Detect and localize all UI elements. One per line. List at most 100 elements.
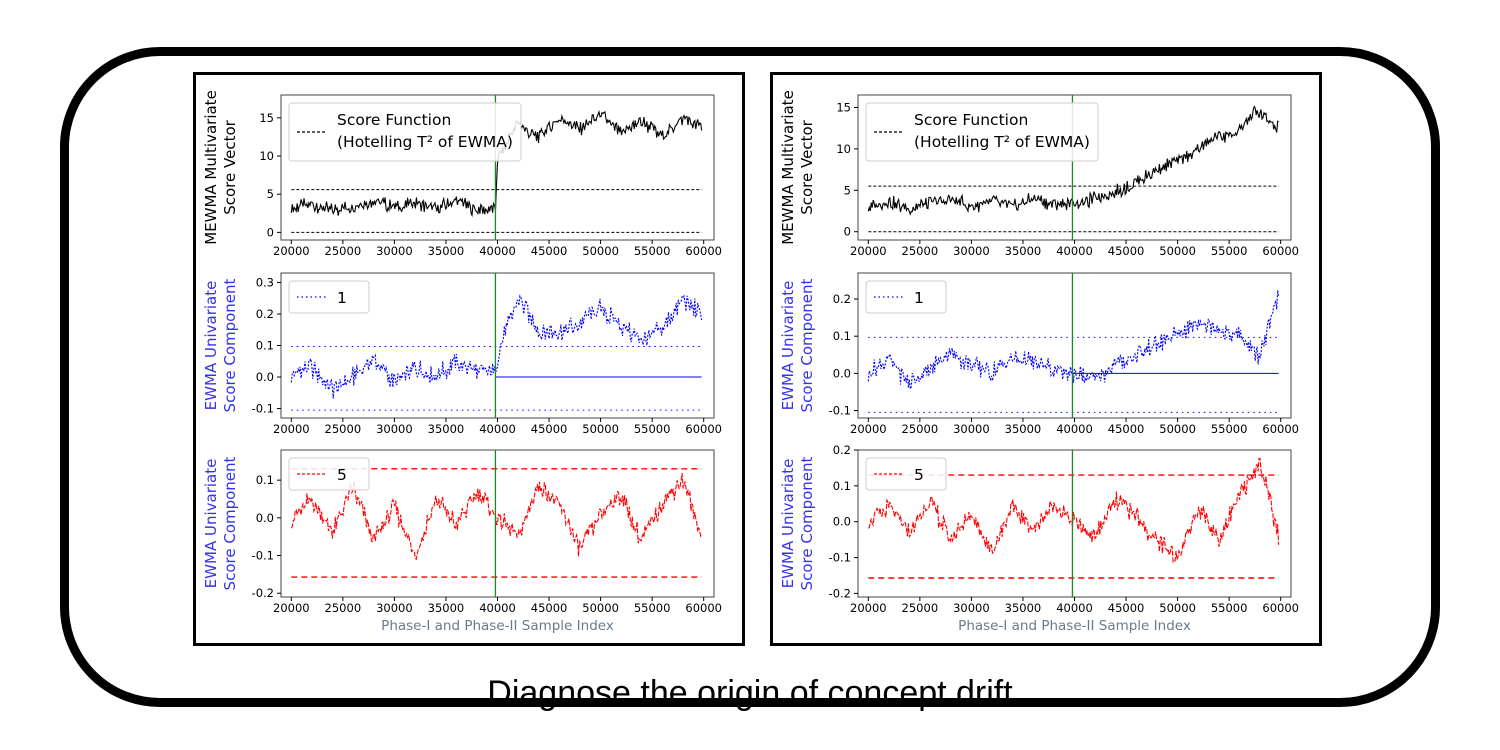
x-tick-label: 25000 xyxy=(902,422,939,436)
legend-box xyxy=(288,102,522,162)
x-tick-label: 20000 xyxy=(273,244,310,258)
x-tick-label: 60000 xyxy=(685,601,722,615)
y-tick-label: -0.1 xyxy=(252,402,274,416)
x-tick-label: 50000 xyxy=(582,244,619,258)
y-tick-label: -0.2 xyxy=(252,586,274,600)
y-tick-label: 15 xyxy=(259,111,274,125)
x-tick-label: 20000 xyxy=(850,422,887,436)
y-tick-label: 0 xyxy=(844,225,851,239)
x-tick-label: 25000 xyxy=(325,422,362,436)
x-tick-label: 45000 xyxy=(531,244,568,258)
y-tick-label: 0.1 xyxy=(256,339,274,353)
x-tick-label: 55000 xyxy=(1211,244,1248,258)
y-axis-label: EWMA Univariate xyxy=(202,459,220,589)
left-figure-panel: 20000 25000 30000 35000 40000 45000 50000 55000… xyxy=(193,72,745,646)
x-tick-label: 35000 xyxy=(428,601,465,615)
x-tick-label: 50000 xyxy=(1159,244,1196,258)
x-tick-label: 35000 xyxy=(428,422,465,436)
series-line xyxy=(867,105,1279,216)
figure-caption: Diagnose the origin of concept drift xyxy=(487,674,1013,712)
x-tick-label: 30000 xyxy=(953,422,990,436)
x-tick-label: 35000 xyxy=(1005,244,1042,258)
x-tick-label: 30000 xyxy=(953,244,990,258)
legend-label: 5 xyxy=(914,466,924,484)
right-figure-panel: 20000 25000 30000 35000 40000 45000 50000 55000… xyxy=(770,72,1322,646)
y-tick-label: -0.2 xyxy=(829,586,851,600)
legend-label: 1 xyxy=(914,289,924,307)
x-tick-label: 55000 xyxy=(1211,422,1248,436)
y-tick-label: 5 xyxy=(844,183,851,197)
x-tick-label: 55000 xyxy=(634,422,671,436)
x-tick-label: 60000 xyxy=(1262,601,1299,615)
x-tick-label: 25000 xyxy=(902,601,939,615)
x-tick-label: 40000 xyxy=(1056,601,1093,615)
y-tick-label: 0.1 xyxy=(833,479,851,493)
subplot-left-top: 20000 25000 30000 35000 40000 45000 50000 55000… xyxy=(202,90,722,258)
y-tick-label: 0.0 xyxy=(833,515,851,529)
legend-label: (Hotelling T² of EWMA) xyxy=(914,133,1090,151)
y-tick-label: -0.1 xyxy=(829,404,851,418)
x-tick-label: 55000 xyxy=(634,244,671,258)
y-axis-label: Score Component xyxy=(798,278,816,412)
y-axis-label: MEWMA Multivariate xyxy=(202,90,220,245)
left-figure-svg: 20000 25000 30000 35000 40000 45000 50000 55000… xyxy=(202,90,722,634)
legend-box xyxy=(865,457,947,491)
x-tick-label: 45000 xyxy=(1108,601,1145,615)
y-axis-label: EWMA Univariate xyxy=(779,281,797,411)
y-axis-label: Score Component xyxy=(798,456,816,590)
subplot-right-bottom: 20000 25000 30000 35000 40000 45000 50000 55000… xyxy=(779,443,1299,634)
legend-box xyxy=(865,280,947,314)
y-tick-label: 0.2 xyxy=(833,292,851,306)
x-tick-label: 50000 xyxy=(1159,601,1196,615)
series-line xyxy=(290,473,703,561)
x-tick-label: 35000 xyxy=(1005,422,1042,436)
x-tick-label: 60000 xyxy=(685,422,722,436)
x-axis-label: Phase-I and Phase-II Sample Index xyxy=(958,618,1191,634)
x-tick-label: 50000 xyxy=(582,601,619,615)
x-tick-label: 60000 xyxy=(1262,422,1299,436)
x-tick-label: 30000 xyxy=(376,601,413,615)
x-tick-label: 30000 xyxy=(376,244,413,258)
x-tick-label: 30000 xyxy=(953,601,990,615)
x-tick-label: 55000 xyxy=(1211,601,1248,615)
y-tick-label: 0.1 xyxy=(833,329,851,343)
x-tick-label: 45000 xyxy=(1108,422,1145,436)
y-axis-label: EWMA Univariate xyxy=(779,459,797,589)
x-tick-label: 25000 xyxy=(902,244,939,258)
x-tick-label: 60000 xyxy=(685,244,722,258)
x-tick-label: 45000 xyxy=(531,601,568,615)
series-line xyxy=(867,290,1280,390)
y-tick-label: 0.0 xyxy=(256,370,274,384)
legend-box xyxy=(288,457,370,491)
x-tick-label: 40000 xyxy=(479,601,516,615)
legend-label: 5 xyxy=(337,466,347,484)
y-tick-label: 0.1 xyxy=(256,473,274,487)
series-line xyxy=(290,109,703,218)
x-tick-label: 50000 xyxy=(582,422,619,436)
subplot-right-top: 20000 25000 30000 35000 40000 45000 50000 55000… xyxy=(779,90,1299,258)
y-tick-label: 0.2 xyxy=(256,307,274,321)
y-tick-label: 0 xyxy=(267,225,274,239)
y-axis-label: EWMA Univariate xyxy=(202,281,220,411)
y-tick-label: 10 xyxy=(836,142,851,156)
x-tick-label: 45000 xyxy=(531,422,568,436)
x-tick-label: 25000 xyxy=(325,601,362,615)
x-tick-label: 35000 xyxy=(1005,601,1042,615)
y-axis-label: Score Vector xyxy=(221,119,239,214)
subplot-left-bottom: 20000 25000 30000 35000 40000 45000 50000 55000… xyxy=(202,449,722,634)
y-tick-label: 0.0 xyxy=(833,366,851,380)
y-axis-label: Score Component xyxy=(221,456,239,590)
legend-box xyxy=(288,280,370,314)
x-tick-label: 20000 xyxy=(273,601,310,615)
subplot-left-middle: 20000 25000 30000 35000 40000 45000 50000 55000… xyxy=(202,272,722,436)
y-tick-label: 10 xyxy=(259,149,274,163)
x-tick-label: 50000 xyxy=(1159,422,1196,436)
x-tick-label: 35000 xyxy=(428,244,465,258)
legend-label: Score Function xyxy=(337,111,451,129)
y-tick-label: 15 xyxy=(836,100,851,114)
right-figure-svg: 20000 25000 30000 35000 40000 45000 50000 55000… xyxy=(779,90,1299,634)
y-tick-label: 0.2 xyxy=(833,443,851,457)
x-tick-label: 30000 xyxy=(376,422,413,436)
x-tick-label: 40000 xyxy=(479,422,516,436)
y-tick-label: -0.1 xyxy=(252,549,274,563)
